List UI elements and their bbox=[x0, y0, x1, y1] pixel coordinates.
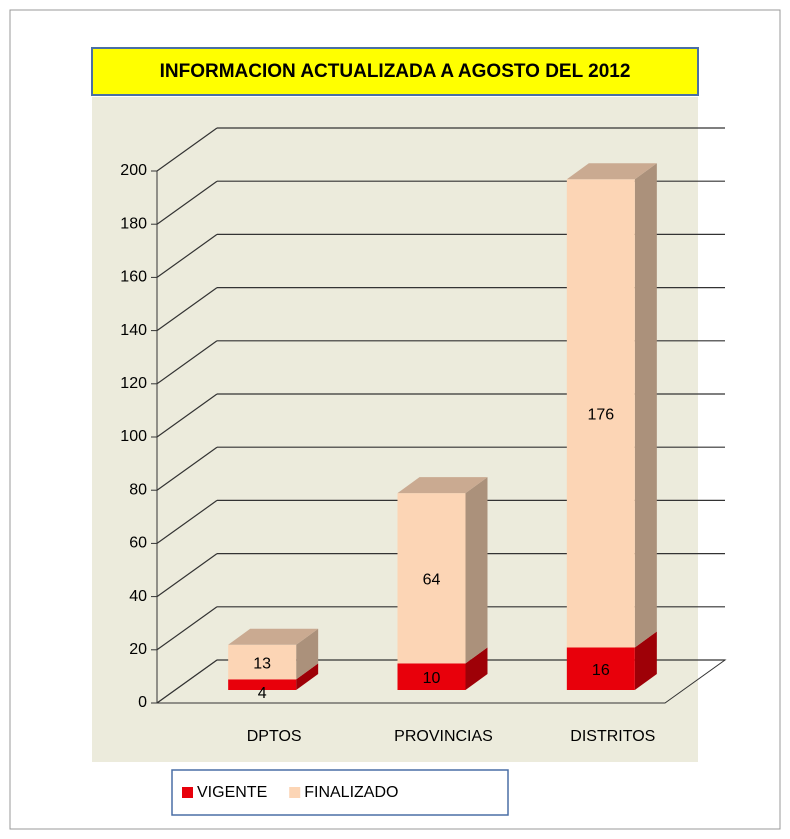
legend-label: VIGENTE bbox=[197, 784, 267, 801]
y-tick-label: 140 bbox=[120, 322, 147, 339]
grid-line bbox=[156, 553, 218, 598]
y-tick-label: 160 bbox=[120, 269, 147, 286]
bar-top bbox=[566, 163, 657, 180]
bar-side bbox=[634, 631, 657, 690]
grid-line bbox=[156, 340, 218, 385]
bar-top bbox=[397, 477, 488, 494]
data-label: 176 bbox=[587, 407, 614, 424]
bar-side bbox=[296, 628, 319, 680]
bar-top bbox=[228, 628, 319, 645]
data-label: 13 bbox=[253, 655, 271, 672]
bar-side bbox=[465, 647, 488, 690]
x-tick-label: DPTOS bbox=[247, 728, 302, 745]
x-tick-label: DISTRITOS bbox=[570, 728, 655, 745]
y-tick-label: 0 bbox=[138, 694, 147, 711]
legend-label: FINALIZADO bbox=[304, 784, 398, 801]
grid-line bbox=[156, 180, 218, 225]
grid-line bbox=[156, 606, 218, 651]
bar bbox=[397, 493, 466, 664]
bar-side bbox=[634, 163, 657, 648]
data-label: 10 bbox=[423, 670, 441, 687]
bar bbox=[397, 663, 466, 690]
y-tick-label: 20 bbox=[129, 641, 147, 658]
bar bbox=[566, 647, 635, 690]
data-label: 16 bbox=[592, 662, 610, 679]
x-tick-label: PROVINCIAS bbox=[394, 728, 493, 745]
data-label: 64 bbox=[423, 571, 441, 588]
y-tick-label: 60 bbox=[129, 535, 147, 552]
bar bbox=[566, 179, 635, 648]
y-tick-label: 200 bbox=[120, 162, 147, 179]
y-tick-label: 40 bbox=[129, 588, 147, 605]
grid-line bbox=[156, 127, 218, 172]
bar-side bbox=[296, 663, 319, 690]
bar bbox=[228, 679, 297, 690]
grid-line bbox=[156, 446, 218, 491]
y-tick-label: 80 bbox=[129, 481, 147, 498]
y-tick-label: 180 bbox=[120, 215, 147, 232]
bar-side bbox=[465, 477, 488, 664]
grid-line bbox=[156, 499, 218, 544]
data-label: 4 bbox=[258, 685, 267, 702]
bar bbox=[228, 644, 297, 680]
legend-swatch bbox=[182, 787, 193, 798]
grid-line bbox=[156, 287, 218, 332]
grid-line bbox=[156, 233, 218, 278]
grid-line bbox=[156, 659, 218, 704]
title-box bbox=[91, 47, 699, 96]
y-tick-label: 100 bbox=[120, 428, 147, 445]
grid-line bbox=[156, 393, 218, 438]
chart-title: INFORMACION ACTUALIZADA A AGOSTO DEL 201… bbox=[160, 61, 631, 82]
legend-swatch bbox=[289, 787, 301, 798]
legend-box bbox=[171, 769, 509, 816]
y-tick-label: 120 bbox=[120, 375, 147, 392]
